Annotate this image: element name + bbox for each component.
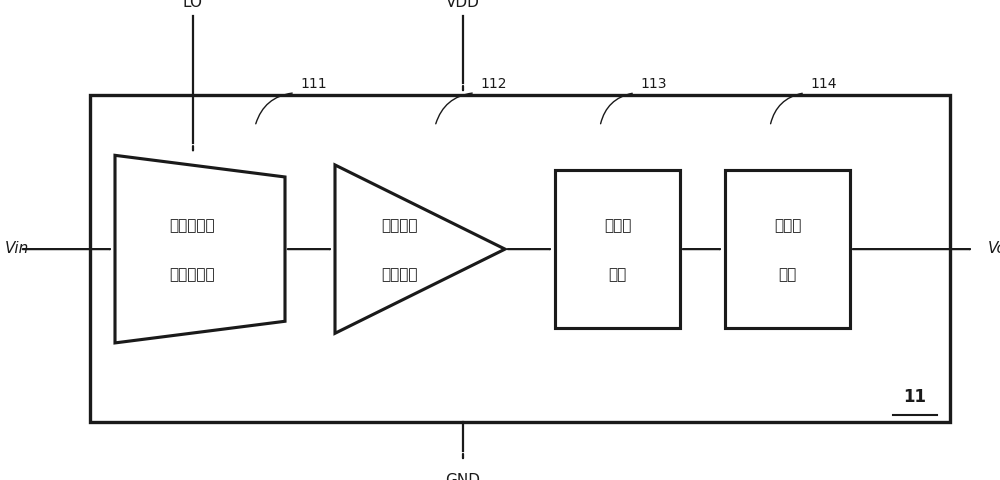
Text: 冲器: 冲器 [778, 266, 797, 281]
Text: LO: LO [183, 0, 203, 10]
Text: 114: 114 [810, 77, 836, 91]
Bar [90, 96, 950, 422]
Text: 益放大器: 益放大器 [382, 266, 418, 281]
Text: VDD: VDD [446, 0, 480, 10]
FancyArrowPatch shape [436, 94, 472, 124]
Text: GND: GND [446, 472, 480, 480]
Polygon shape [335, 166, 505, 334]
Text: 可编程增: 可编程增 [382, 218, 418, 233]
Text: 混频放大器: 混频放大器 [169, 266, 215, 281]
FancyArrowPatch shape [601, 94, 632, 124]
Bar [555, 170, 680, 329]
Text: Vin: Vin [5, 240, 29, 255]
Text: 低噪声前置: 低噪声前置 [169, 218, 215, 233]
Polygon shape [115, 156, 285, 343]
Text: 11: 11 [904, 388, 926, 406]
FancyArrowPatch shape [256, 94, 292, 124]
FancyArrowPatch shape [771, 94, 802, 124]
Text: 输出缓: 输出缓 [774, 218, 801, 233]
Text: 113: 113 [640, 77, 666, 91]
Text: 波器: 波器 [608, 266, 627, 281]
Bar [725, 170, 850, 329]
Text: 带通滤: 带通滤 [604, 218, 631, 233]
Text: 112: 112 [480, 77, 507, 91]
Text: Vout: Vout [988, 240, 1000, 255]
Text: 111: 111 [300, 77, 327, 91]
